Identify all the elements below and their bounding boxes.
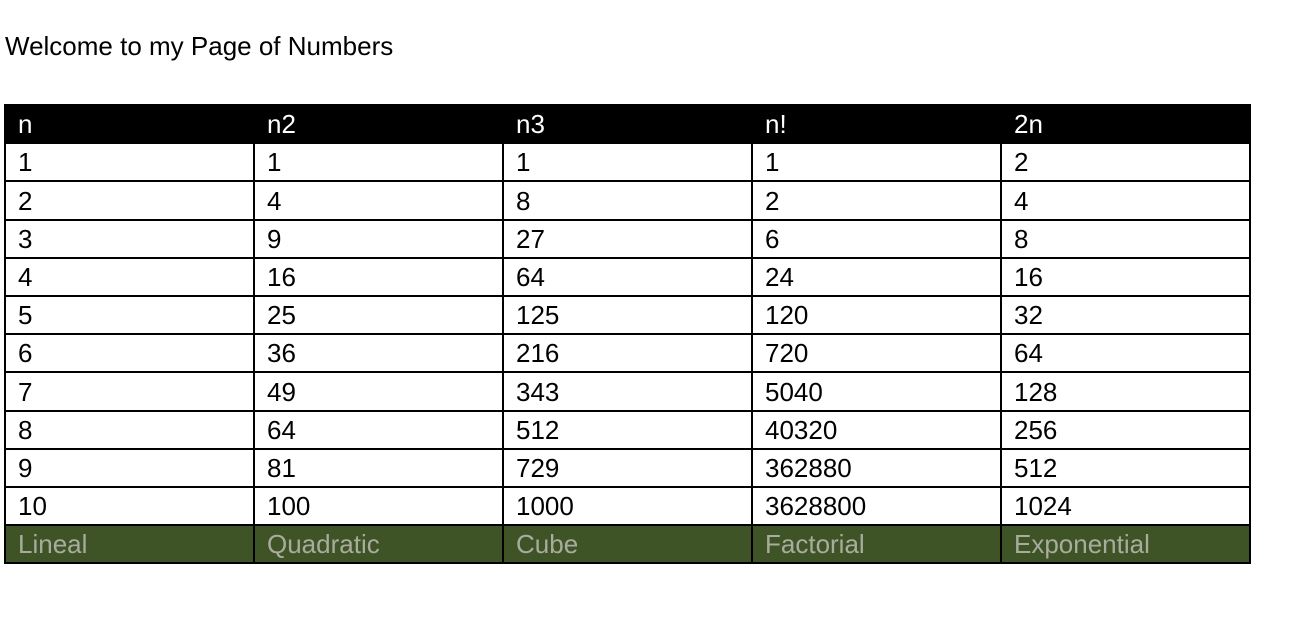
table-cell: 1024 (1000, 485, 1251, 527)
table-cell: 27 (502, 218, 753, 259)
table-cell: 128 (1000, 371, 1251, 412)
table-row: 4 16 64 24 16 (4, 256, 1251, 297)
table-cell: 6 (4, 333, 255, 374)
table-row: 7 49 343 5040 128 (4, 371, 1251, 412)
table-cell: 36 (253, 333, 504, 374)
table-cell: 343 (502, 371, 753, 412)
table-cell: 4 (4, 256, 255, 297)
growth-label-exponential: Exponential (1000, 524, 1251, 565)
column-header-two-to-n: 2n (1000, 103, 1251, 145)
table-row: 3 9 27 6 8 (4, 218, 1251, 259)
table-row: 6 36 216 720 64 (4, 333, 1251, 374)
table-cell: 362880 (751, 447, 1002, 488)
table-cell: 9 (4, 447, 255, 488)
table-cell: 1 (502, 142, 753, 183)
table-cell: 1 (4, 142, 255, 183)
table-cell: 7 (4, 371, 255, 412)
table-row: 9 81 729 362880 512 (4, 447, 1251, 488)
table-row: 1 1 1 1 2 (4, 142, 1251, 183)
table-cell: 32 (1000, 294, 1251, 336)
column-header-n-squared: n2 (253, 103, 504, 145)
table-cell: 729 (502, 447, 753, 488)
table-row: 5 25 125 120 32 (4, 294, 1251, 336)
growth-label-lineal: Lineal (4, 524, 255, 565)
table-row: 8 64 512 40320 256 (4, 409, 1251, 450)
table-cell: 5 (4, 294, 255, 336)
table-cell: 64 (1000, 333, 1251, 374)
table-cell: 100 (253, 485, 504, 527)
growth-label-factorial: Factorial (751, 524, 1002, 565)
table-cell: 512 (502, 409, 753, 450)
table-cell: 24 (751, 256, 1002, 297)
table-cell: 1 (751, 142, 1002, 183)
table-cell: 120 (751, 294, 1002, 336)
column-header-n: n (4, 103, 255, 145)
table-cell: 8 (502, 180, 753, 221)
table-cell: 25 (253, 294, 504, 336)
table-cell: 6 (751, 218, 1002, 259)
table-cell: 10 (4, 485, 255, 527)
growth-label-cube: Cube (502, 524, 753, 565)
table-cell: 5040 (751, 371, 1002, 412)
table-cell: 16 (1000, 256, 1251, 297)
table-header-row: n n2 n3 n! 2n (4, 103, 1251, 145)
table-cell: 64 (253, 409, 504, 450)
table-cell: 4 (1000, 180, 1251, 221)
table-cell: 81 (253, 447, 504, 488)
growth-label-quadratic: Quadratic (253, 524, 504, 565)
table-cell: 9 (253, 218, 504, 259)
table-cell: 3628800 (751, 485, 1002, 527)
table-cell: 1000 (502, 485, 753, 527)
table-cell: 1 (253, 142, 504, 183)
table-cell: 8 (4, 409, 255, 450)
table-cell: 4 (253, 180, 504, 221)
table-cell: 720 (751, 333, 1002, 374)
table-row: 2 4 8 2 4 (4, 180, 1251, 221)
table-cell: 16 (253, 256, 504, 297)
column-header-n-cubed: n3 (502, 103, 753, 145)
table-cell: 40320 (751, 409, 1002, 450)
table-cell: 8 (1000, 218, 1251, 259)
table-row: 10 100 1000 3628800 1024 (4, 485, 1251, 527)
table-cell: 125 (502, 294, 753, 336)
numbers-table: n n2 n3 n! 2n 1 1 1 1 2 2 4 8 2 4 3 9 27… (4, 103, 1251, 565)
table-cell: 2 (751, 180, 1002, 221)
table-cell: 49 (253, 371, 504, 412)
table-footer-row: Lineal Quadratic Cube Factorial Exponent… (4, 524, 1251, 565)
table-cell: 2 (4, 180, 255, 221)
table-cell: 3 (4, 218, 255, 259)
table-cell: 216 (502, 333, 753, 374)
table-cell: 64 (502, 256, 753, 297)
table-cell: 256 (1000, 409, 1251, 450)
table-cell: 2 (1000, 142, 1251, 183)
table-cell: 512 (1000, 447, 1251, 488)
page-title: Welcome to my Page of Numbers (5, 31, 394, 61)
column-header-n-factorial: n! (751, 103, 1002, 145)
